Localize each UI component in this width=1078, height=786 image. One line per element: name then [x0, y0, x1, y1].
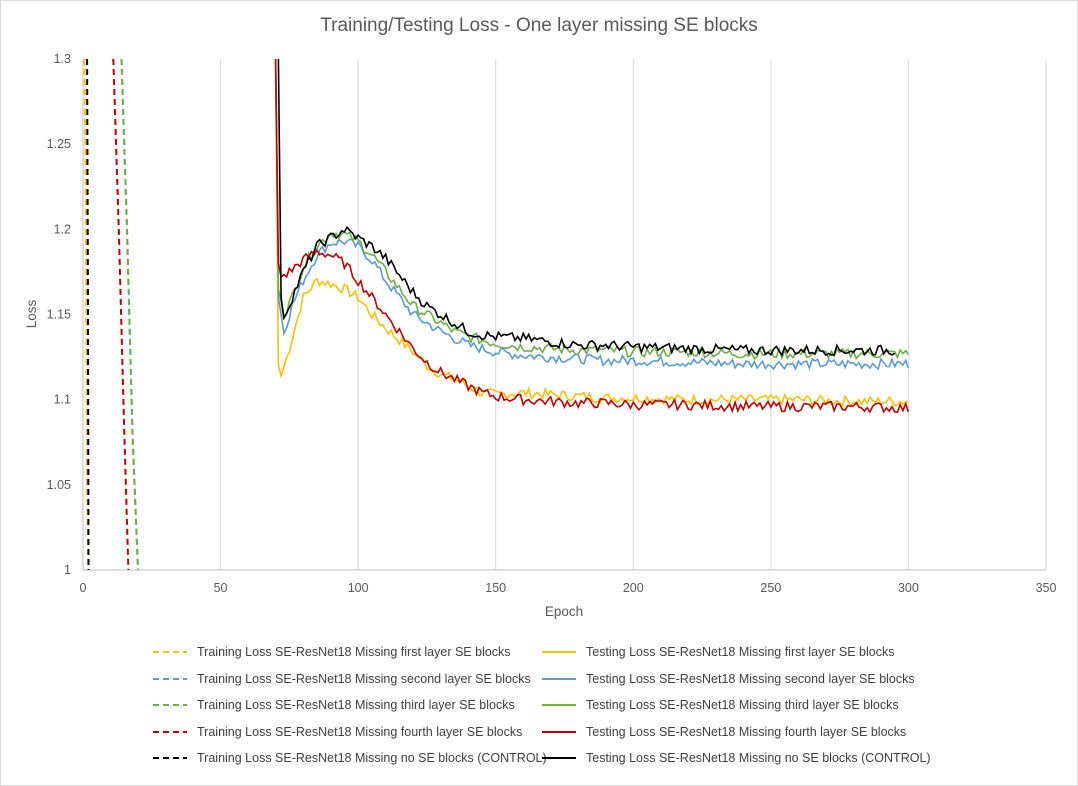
- series-line-8: [86, 59, 90, 570]
- legend-item: Testing Loss SE-ResNet18 Missing no SE b…: [542, 747, 931, 769]
- legend-swatch: [153, 651, 187, 653]
- x-tick-label: 0: [80, 581, 87, 595]
- y-axis-label: Loss: [24, 299, 39, 328]
- tick-labels: 0 50 100 150 200 250 300 350 1 1.05 1.1 1.15 1.2 1.25…: [47, 52, 1057, 595]
- legend-label: Testing Loss SE-ResNet18 Missing third l…: [586, 698, 899, 713]
- series-line-9: [277, 59, 896, 357]
- y-tick-label: 1.2: [54, 222, 71, 236]
- legend-label: Training Loss SE-ResNet18 Missing third …: [197, 698, 515, 713]
- series-line-4: [120, 59, 139, 570]
- x-tick-label: 50: [214, 581, 228, 595]
- x-tick-label: 250: [760, 581, 781, 595]
- legend-swatch: [153, 757, 187, 760]
- legend-label: Testing Loss SE-ResNet18 Missing no SE b…: [586, 751, 931, 766]
- legend-item: Training Loss SE-ResNet18 Missing second…: [153, 668, 531, 690]
- legend-item: Training Loss SE-ResNet18 Missing fourth…: [153, 721, 522, 743]
- legend-label: Testing Loss SE-ResNet18 Missing fourth …: [586, 724, 907, 739]
- series-line-7: [274, 59, 910, 414]
- axes: [82, 59, 1046, 571]
- x-axis-label: Epoch: [545, 604, 583, 619]
- x-tick-label: 200: [623, 581, 644, 595]
- legend-item: Testing Loss SE-ResNet18 Missing third l…: [542, 694, 899, 716]
- y-tick-label: 1.15: [47, 308, 71, 322]
- legend-label: Testing Loss SE-ResNet18 Missing second …: [586, 671, 915, 686]
- x-tick-label: 350: [1036, 581, 1057, 595]
- legend-label: Training Loss SE-ResNet18 Missing second…: [197, 671, 531, 686]
- legend-swatch: [542, 757, 576, 760]
- y-tick-label: 1.3: [54, 52, 71, 66]
- legend-swatch: [542, 651, 576, 653]
- chart-plot: 0 50 100 150 200 250 300 350 1 1.05 1.1 1.15 1.2 1.25…: [24, 52, 1057, 619]
- series-line-0: [83, 59, 90, 570]
- legend-label: Training Loss SE-ResNet18 Missing fourth…: [197, 724, 523, 739]
- chart-title: Training/Testing Loss - One layer missin…: [320, 15, 758, 36]
- series-line-1: [274, 59, 909, 408]
- series-line-6: [112, 59, 130, 570]
- legend-item: Training Loss SE-ResNet18 Missing first …: [153, 641, 511, 663]
- legend-swatch: [542, 704, 576, 707]
- legend-item: Training Loss SE-ResNet18 Missing no SE …: [153, 747, 547, 769]
- legend-item: Training Loss SE-ResNet18 Missing third …: [153, 694, 515, 716]
- legend-item: Testing Loss SE-ResNet18 Missing fourth …: [542, 721, 906, 743]
- legend-label: Training Loss SE-ResNet18 Missing first …: [197, 645, 511, 659]
- legend-item: Testing Loss SE-ResNet18 Missing first l…: [542, 641, 894, 663]
- x-tick-label: 150: [485, 581, 506, 595]
- legend-swatch: [153, 730, 187, 733]
- y-tick-label: 1: [64, 563, 71, 577]
- legend-label: Testing Loss SE-ResNet18 Missing first l…: [586, 645, 895, 659]
- series-line-5: [274, 59, 910, 361]
- y-tick-label: 1.05: [47, 478, 71, 492]
- y-tick-label: 1.25: [47, 137, 71, 151]
- series-line-3: [274, 59, 910, 371]
- y-tick-label: 1.1: [54, 393, 71, 407]
- legend-label: Training Loss SE-ResNet18 Missing no SE …: [197, 751, 547, 766]
- legend-swatch: [153, 704, 187, 707]
- legend-swatch: [153, 677, 187, 680]
- series-lines: [83, 59, 910, 570]
- x-tick-label: 300: [898, 581, 919, 595]
- legend-swatch: [542, 730, 576, 733]
- legend-swatch: [542, 677, 576, 680]
- x-tick-label: 100: [348, 581, 369, 595]
- legend-item: Testing Loss SE-ResNet18 Missing second …: [542, 668, 915, 690]
- gridlines: [220, 59, 1047, 570]
